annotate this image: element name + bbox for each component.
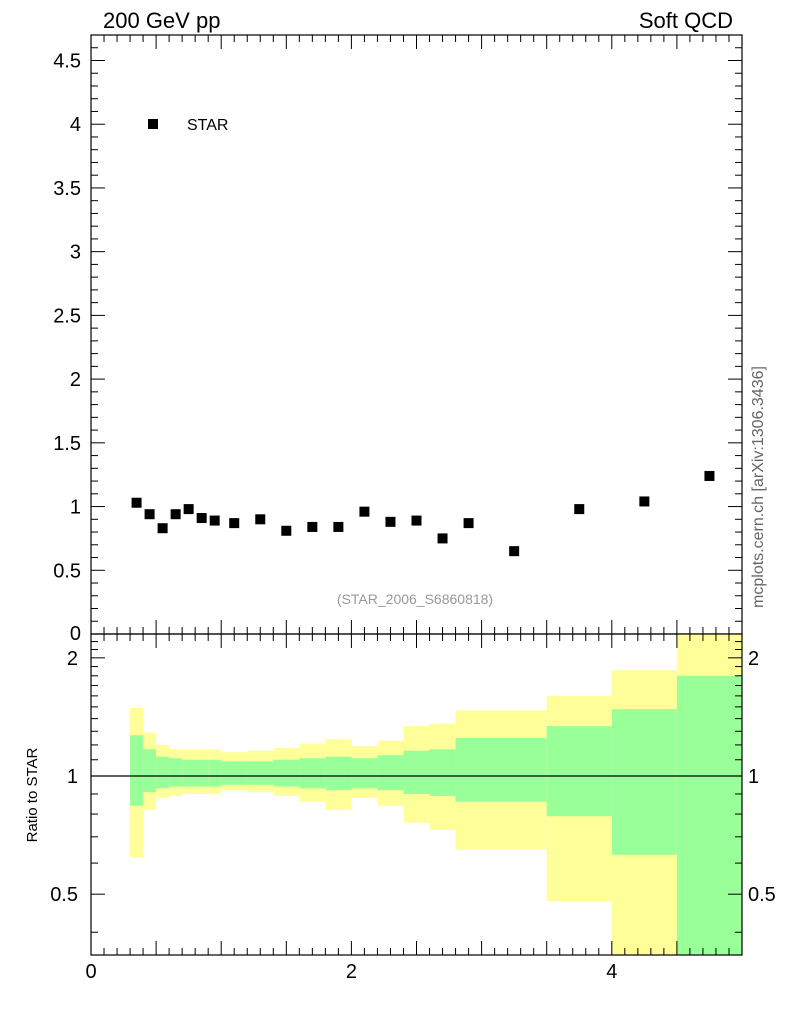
main-y-tick-label: 4 [70, 114, 81, 136]
main-y-tick-label: 1.5 [53, 433, 81, 455]
star-data-point [196, 513, 207, 524]
ratio-inner-band [455, 737, 547, 802]
ratio-inner-band [546, 726, 612, 817]
main-y-tick-label-zero: 0 [70, 623, 81, 645]
star-data-point [255, 514, 266, 525]
mcplots-credit-label: mcplots.cern.ch [arXiv:1306.3436] [750, 366, 767, 608]
main-panel: 0.5 1 1.5 2 2.5 3 3.5 4 4.5 0 STAR (STAR_2006_S68… [53, 34, 743, 645]
main-y-tick-label: 4.5 [53, 50, 81, 72]
main-y-tick-labels: 0.5 1 1.5 2 2.5 3 3.5 4 4.5 0 [53, 50, 81, 645]
ratio-inner-band [156, 756, 170, 789]
ratio-inner-band [169, 758, 183, 787]
plot-title-left: 200 GeV pp [103, 8, 220, 33]
ratio-inner-band [143, 749, 157, 793]
ratio-y-tick-label-left: 0.5 [50, 884, 78, 906]
star-data-point [385, 516, 396, 527]
ratio-inner-band [273, 759, 300, 787]
ratio-bands [130, 634, 742, 955]
ratio-frame [90, 633, 743, 956]
ratio-inner-band [195, 759, 209, 787]
star-data-point [183, 504, 194, 515]
x-tick-label: 2 [346, 961, 357, 983]
ratio-inner-band [221, 761, 248, 785]
ratio-inner-band [351, 758, 378, 789]
main-axis-ticks [91, 35, 742, 634]
main-y-tick-label: 3 [70, 242, 81, 264]
ratio-inner-band [325, 756, 352, 791]
ratio-axis-label: Ratio to STAR [24, 747, 41, 842]
star-data-point [411, 515, 422, 526]
ratio-y-tick-label-right: 0.5 [748, 884, 776, 906]
ratio-inner-band [299, 758, 326, 789]
x-tick-label: 4 [606, 961, 617, 983]
star-data-point [281, 525, 292, 536]
ratio-y-tick-label-right: 2 [748, 648, 759, 670]
ratio-inner-band [247, 761, 274, 785]
main-y-tick-label: 2.5 [53, 305, 81, 327]
ratio-y-tick-label-left: 2 [67, 648, 78, 670]
plot-title-right: Soft QCD [639, 8, 733, 33]
star-data-point [509, 546, 520, 557]
ratio-inner-band [182, 759, 196, 787]
ratio-axis-ticks [91, 634, 742, 955]
star-data-point [229, 518, 240, 529]
star-data-points [131, 470, 715, 557]
main-y-tick-label: 0.5 [53, 560, 81, 582]
main-y-tick-label: 1 [70, 497, 81, 519]
x-tick-labels: 0 2 4 [85, 961, 617, 983]
main-y-tick-label: 2 [70, 369, 81, 391]
ratio-y-tick-label-left: 1 [67, 766, 78, 788]
main-y-tick-label: 3.5 [53, 178, 81, 200]
ratio-panel: 0.5 0.5 1 1 2 2 0 2 4 Ratio to STAR [24, 633, 776, 983]
ratio-inner-band [377, 755, 404, 791]
star-data-point [307, 521, 318, 532]
star-data-point [437, 533, 448, 544]
star-data-point [704, 470, 715, 481]
star-data-point [131, 497, 142, 508]
star-data-point [144, 509, 155, 520]
ratio-y-tick-labels: 0.5 0.5 1 1 2 2 [50, 648, 776, 906]
legend-label-star: STAR [187, 117, 228, 134]
ratio-inner-band [611, 709, 677, 855]
ratio-y-tick-label-right: 1 [748, 766, 759, 788]
ratio-inner-band [130, 735, 144, 806]
star-data-point [333, 521, 344, 532]
ratio-inner-band [403, 750, 430, 794]
x-tick-label: 0 [85, 961, 96, 983]
star-data-point [359, 506, 370, 517]
ratio-inner-band [676, 675, 742, 955]
ratio-inner-band [208, 759, 222, 787]
star-data-point [574, 504, 585, 515]
star-data-point [157, 523, 168, 534]
analysis-reference-id: (STAR_2006_S6860818) [337, 591, 493, 607]
star-data-point [463, 518, 474, 529]
star-data-point [639, 496, 650, 507]
star-data-point [209, 515, 220, 526]
star-data-point [170, 509, 181, 520]
ratio-inner-band [429, 749, 456, 796]
legend-marker-star [148, 119, 158, 129]
